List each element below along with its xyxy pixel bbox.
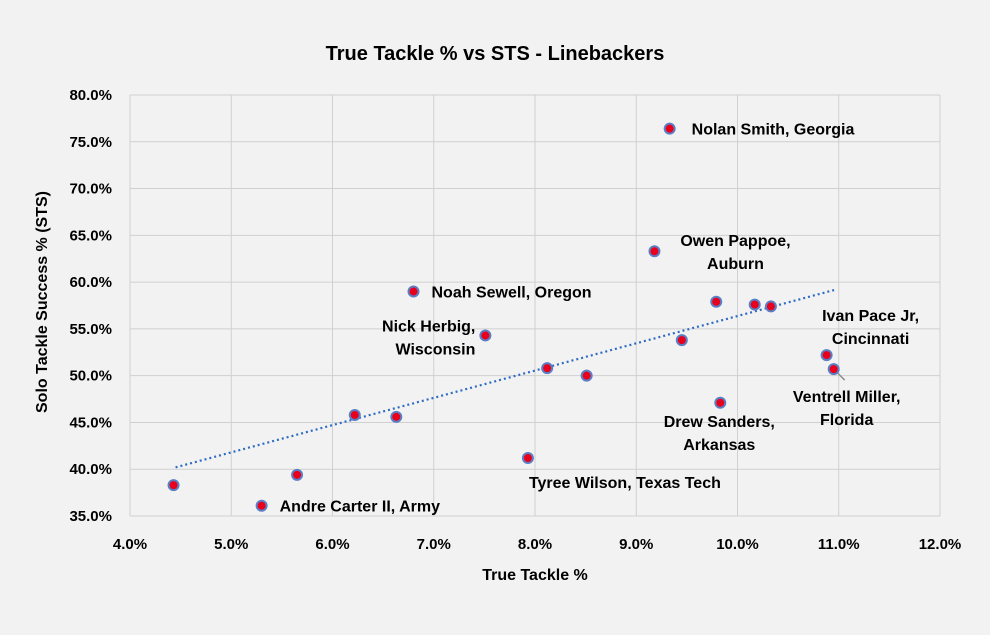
data-point bbox=[764, 300, 777, 313]
x-tick-label: 11.0% bbox=[818, 536, 860, 553]
data-point bbox=[710, 295, 723, 308]
y-axis-ticks: 35.0% 40.0% 45.0% 50.0% 55.0% 60.0% 65.0% 70.0%… bbox=[69, 87, 112, 525]
y-tick-label: 80.0% bbox=[69, 87, 112, 104]
data-label: Ivan Pace Jr, Cincinnati bbox=[822, 308, 919, 348]
data-point bbox=[580, 369, 593, 382]
x-axis-ticks: 4.0% 5.0% 6.0% 7.0% 8.0% 9.0% 10.0% 11.0% 12.0% bbox=[113, 536, 961, 553]
x-tick-label: 7.0% bbox=[417, 536, 451, 553]
data-point bbox=[827, 363, 840, 376]
chart-title: True Tackle % vs STS - Linebackers bbox=[326, 43, 665, 65]
data-point bbox=[675, 334, 688, 347]
data-point bbox=[167, 479, 180, 492]
y-tick-label: 65.0% bbox=[69, 227, 112, 244]
x-tick-label: 9.0% bbox=[619, 536, 653, 553]
y-tick-label: 35.0% bbox=[69, 508, 112, 525]
trendline-layer bbox=[175, 288, 836, 469]
data-point bbox=[407, 285, 420, 298]
data-label: Nick Herbig, Wisconsin bbox=[382, 318, 475, 358]
data-points bbox=[167, 122, 840, 512]
data-label: Tyree Wilson, Texas Tech bbox=[529, 475, 721, 492]
data-label: Owen Pappoe, Auburn bbox=[680, 233, 790, 273]
data-labels: Andre Carter II, Army Noah Sewell, Oregon… bbox=[280, 122, 919, 516]
y-tick-label: 40.0% bbox=[69, 461, 112, 478]
x-tick-label: 6.0% bbox=[315, 536, 349, 553]
data-label: Noah Sewell, Oregon bbox=[432, 284, 592, 301]
data-label: Andre Carter II, Army bbox=[280, 499, 440, 516]
gridlines bbox=[129, 94, 941, 517]
data-point bbox=[521, 451, 534, 464]
data-point bbox=[648, 245, 661, 258]
x-tick-label: 4.0% bbox=[113, 536, 147, 553]
trendline bbox=[175, 288, 836, 469]
x-tick-label: 12.0% bbox=[919, 536, 962, 553]
data-point bbox=[479, 329, 492, 342]
data-point bbox=[748, 298, 761, 311]
y-tick-label: 60.0% bbox=[69, 274, 112, 291]
data-point bbox=[255, 499, 268, 512]
data-label: Nolan Smith, Georgia bbox=[692, 122, 855, 139]
x-axis-title: True Tackle % bbox=[482, 567, 588, 584]
data-point bbox=[390, 410, 403, 423]
data-point bbox=[348, 408, 361, 421]
y-tick-label: 75.0% bbox=[69, 134, 112, 151]
data-point bbox=[291, 468, 304, 481]
y-tick-label: 50.0% bbox=[69, 368, 112, 385]
data-label: Ventrell Miller, Florida bbox=[793, 389, 901, 429]
data-point bbox=[663, 122, 676, 135]
x-tick-label: 10.0% bbox=[716, 536, 759, 553]
y-tick-label: 45.0% bbox=[69, 414, 112, 431]
data-point bbox=[541, 362, 554, 375]
data-point bbox=[714, 396, 727, 409]
x-tick-label: 8.0% bbox=[518, 536, 552, 553]
y-axis-title: Solo Tackle Success % (STS) bbox=[34, 191, 51, 413]
data-point bbox=[820, 349, 833, 362]
x-tick-label: 5.0% bbox=[214, 536, 248, 553]
y-tick-label: 70.0% bbox=[69, 181, 112, 198]
data-label: Drew Sanders, Arkansas bbox=[664, 414, 775, 454]
y-tick-label: 55.0% bbox=[69, 321, 112, 338]
